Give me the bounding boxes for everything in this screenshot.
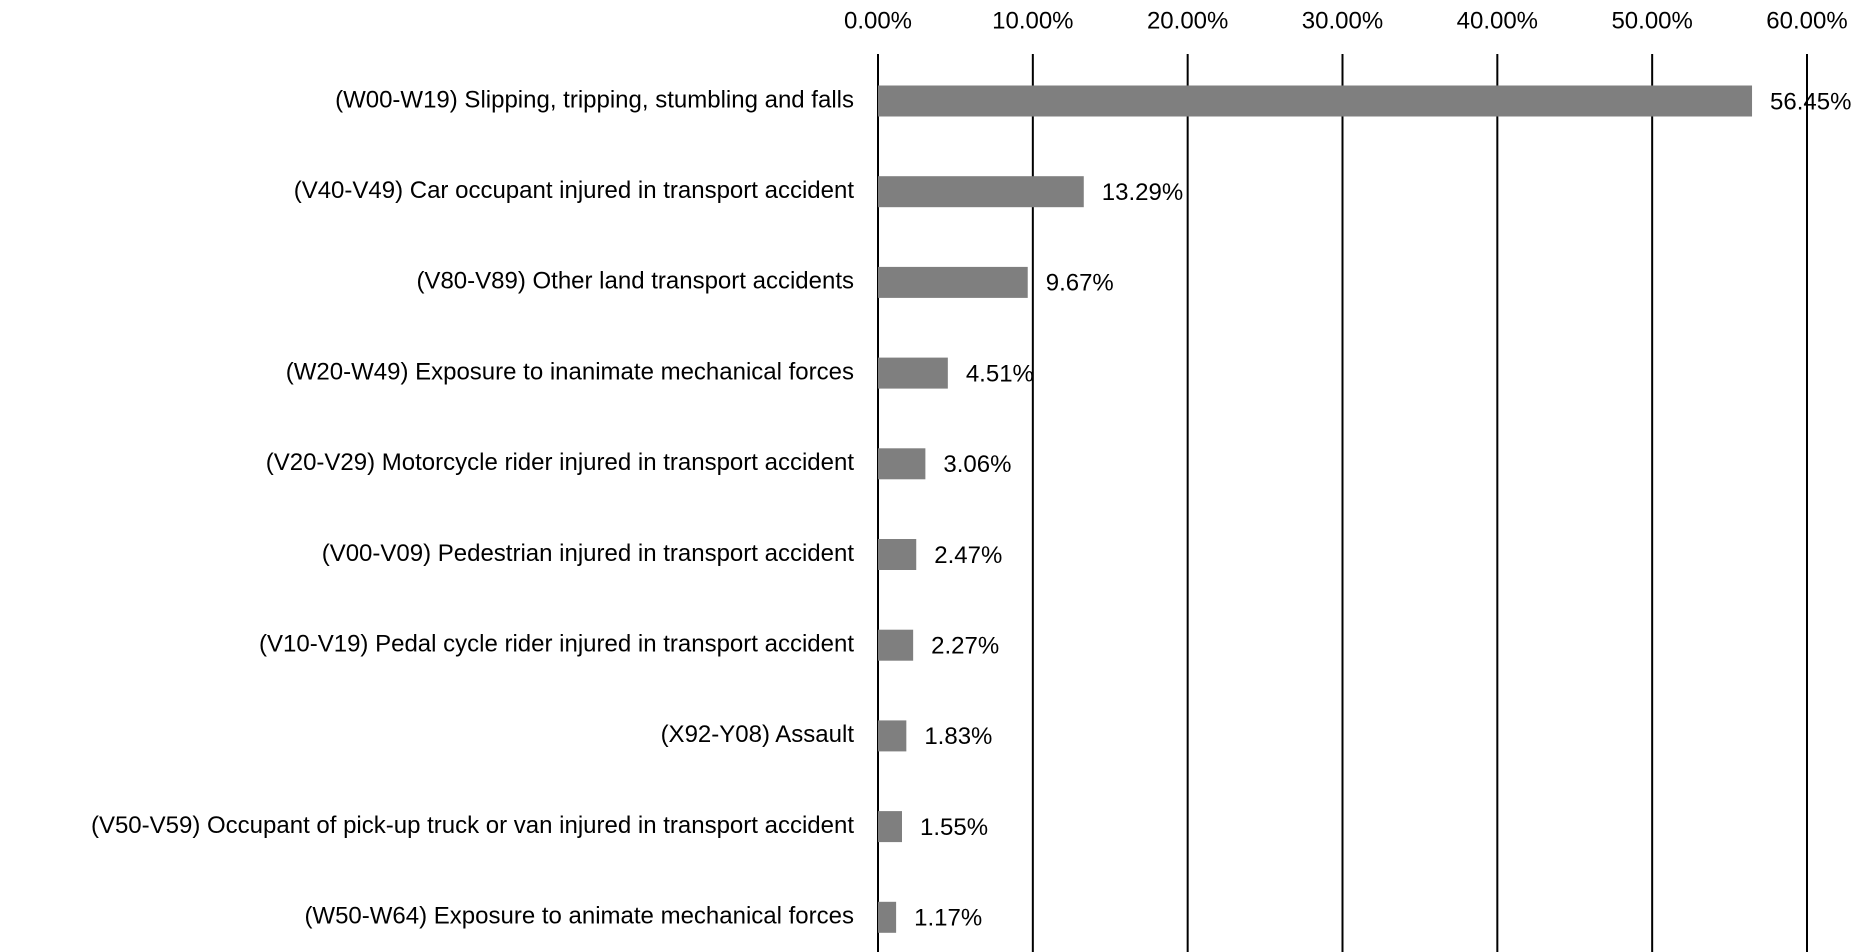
data-label: 2.27% [931, 633, 999, 660]
x-tick-label: 60.00% [1766, 7, 1847, 34]
y-tick-label: (V50-V59) Occupant of pick-up truck or v… [91, 812, 854, 839]
y-tick-label: (W00-W19) Slipping, tripping, stumbling … [335, 86, 854, 113]
y-tick-label: (V80-V89) Other land transport accidents [416, 268, 854, 295]
y-tick-label: (X92-Y08) Assault [661, 721, 855, 748]
data-label: 13.29% [1102, 179, 1183, 206]
bar [878, 539, 917, 570]
data-label: 1.55% [920, 814, 988, 841]
x-tick-label: 0.00% [844, 7, 912, 34]
bar [878, 448, 926, 480]
y-tick-label: (V20-V29) Motorcycle rider injured in tr… [266, 449, 855, 476]
bar [878, 85, 1753, 117]
bar [878, 720, 907, 752]
bar [878, 629, 914, 661]
y-tick-label: (W20-W49) Exposure to inanimate mechanic… [286, 358, 854, 385]
data-label: 1.17% [914, 905, 982, 932]
x-tick-label: 30.00% [1302, 7, 1383, 34]
y-tick-label: (V00-V09) Pedestrian injured in transpor… [322, 540, 855, 567]
x-tick-label: 50.00% [1611, 7, 1692, 34]
bar [878, 357, 948, 389]
bar [878, 901, 897, 933]
data-label: 2.47% [934, 542, 1002, 569]
data-label: 1.83% [924, 723, 992, 750]
x-tick-label: 10.00% [992, 7, 1073, 34]
y-tick-label: (V40-V49) Car occupant injured in transp… [294, 177, 855, 204]
x-tick-label: 40.00% [1457, 7, 1538, 34]
y-tick-label: (W50-W64) Exposure to animate mechanical… [304, 903, 854, 930]
data-label: 3.06% [943, 451, 1011, 478]
data-label: 9.67% [1046, 270, 1114, 297]
bar [878, 176, 1084, 208]
x-tick-label: 20.00% [1147, 7, 1228, 34]
data-label: 56.45% [1770, 88, 1851, 115]
data-label: 4.51% [966, 360, 1034, 387]
bar [878, 811, 902, 843]
y-tick-label: (V10-V19) Pedal cycle rider injured in t… [259, 631, 854, 658]
bar [878, 266, 1028, 298]
